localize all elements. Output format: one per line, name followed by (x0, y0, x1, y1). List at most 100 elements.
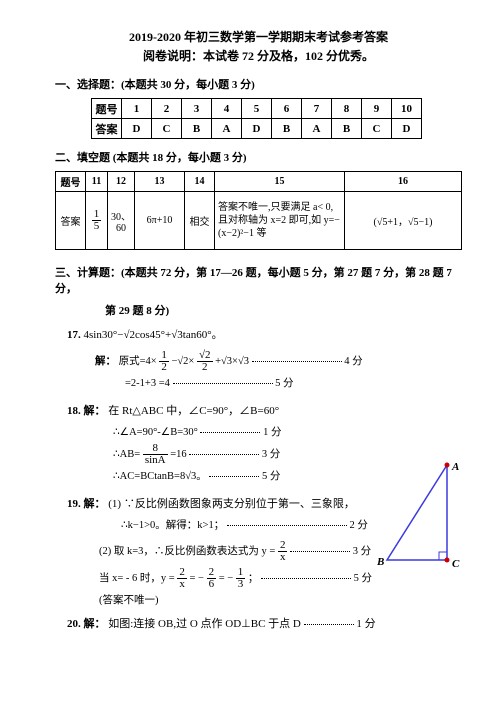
section-2: 二、填空题 (本题共 18 分，每小题 3 分) (55, 149, 462, 165)
q19-num: 19. (67, 498, 81, 510)
t2-num: 15 (215, 172, 345, 192)
frac-d: 6 (207, 579, 217, 590)
t1-ans: D (392, 119, 422, 139)
title-line1: 2019-2020 年初三数学第一学期期末考试参考答案 (55, 28, 462, 47)
frac-d: 2 (159, 362, 169, 373)
q20: 20. 解： 如图:连接 OB,过 O 点作 OD⊥BC 于点 D 1 分 (55, 615, 462, 635)
t2-num: 11 (86, 172, 108, 192)
frac-n: 2 (278, 540, 288, 552)
t1-num: 7 (302, 99, 332, 119)
q17-pts2: 5 分 (275, 378, 293, 389)
section-3b: 第 29 题 8 分) (55, 302, 462, 318)
q19-p1: (1) ∵反比例函数图象两支分别位于第一、三象限， (108, 498, 355, 510)
title-line2: 阅卷说明：本试卷 72 分及格，102 分优秀。 (55, 47, 462, 66)
t2-ans-label: 答案 (56, 192, 86, 250)
frac-d: x (177, 579, 187, 590)
t1-ans: B (332, 119, 362, 139)
q19-pts1: 2 分 (349, 520, 367, 531)
q18-l1: 在 Rt△ABC 中，∠C=90°，∠B=60° (108, 405, 279, 417)
q18-pts4: 5 分 (262, 471, 280, 482)
t2-head-label: 题号 (56, 172, 86, 192)
q17-sol2: =2-1+3 =4 5 分 (55, 373, 462, 394)
section-1: 一、选择题：(本题共 30 分，每小题 3 分) (55, 76, 462, 92)
q18-l4: ∴AC=BCtanB=8√3。 (113, 471, 207, 482)
q17-sol1: 解： 原式=4× 12 −√2× √22 +√3×√3 4 分 (55, 350, 462, 373)
q19-p3b: ； (248, 573, 259, 584)
frac-d: 5 (92, 221, 102, 232)
frac-d: sinA (143, 455, 168, 466)
frac-d: 2 (197, 362, 213, 373)
t1-num: 8 (332, 99, 362, 119)
frac-n: 1 (236, 567, 246, 579)
eq: = − (219, 573, 233, 584)
q19-p2a: (2) 取 k=3，∴反比例函数表达式为 y = (99, 546, 278, 557)
t1-num: 9 (362, 99, 392, 119)
frac-n: 8 (152, 442, 158, 454)
t1-ans: C (362, 119, 392, 139)
t2-c13: 6π+10 (135, 192, 185, 250)
frac-n: 2 (177, 567, 187, 579)
q20-num: 20. (67, 618, 81, 630)
q18-pts2: 1 分 (263, 427, 281, 438)
q19-p3-row: 当 x= - 6 时，y = 2x = − 26 = − 13 ； 5 分 (55, 567, 462, 590)
t1-ans: D (242, 119, 272, 139)
sol-label: 解： (84, 405, 106, 417)
frac-d: 3 (236, 579, 246, 590)
t1-ans: C (152, 119, 182, 139)
triangle-figure: A B C (377, 460, 462, 570)
t1-ans: A (212, 119, 242, 139)
frac-n: 2 (207, 567, 217, 579)
q18: 18. 解： 在 Rt△ABC 中，∠C=90°，∠B=60° (55, 402, 462, 422)
t1-ans-label: 答案 (92, 119, 122, 139)
t2-num: 16 (345, 172, 462, 192)
q18-l3a: ∴AB= (113, 449, 140, 460)
t1-num: 1 (122, 99, 152, 119)
section-3: 三、计算题：(本题共 72 分，第 17—26 题，每小题 5 分，第 27 题… (55, 264, 462, 296)
t1-ans: B (182, 119, 212, 139)
t1-num: 5 (242, 99, 272, 119)
table-fill: 题号 11 12 13 14 15 16 答案 15 30、60 6π+10 相… (55, 171, 462, 250)
q18-l2-row: ∴∠A=90°-∠B=30° 1 分 (55, 422, 462, 443)
table-choice: 题号 1 2 3 4 5 6 7 8 9 10 答案 D C B A D B A… (91, 98, 422, 139)
q18-l3b: =16 (170, 449, 186, 460)
t2-c12: 30、60 (108, 192, 135, 250)
t1-num: 6 (272, 99, 302, 119)
sol-label: 解： (84, 618, 106, 630)
t2-num: 12 (108, 172, 135, 192)
q17-l1b: −√2× (171, 356, 194, 367)
t1-num: 4 (212, 99, 242, 119)
q18-l2: ∴∠A=90°-∠B=30° (113, 427, 198, 438)
q20-pts: 1 分 (356, 618, 375, 630)
q17-expr: 4sin30°−√2cos45°+√3tan60°。 (84, 329, 223, 341)
q18-num: 18. (67, 405, 81, 417)
t2-num: 14 (185, 172, 215, 192)
q19-p1b: ∴k−1>0。解得：k>1； (121, 520, 224, 531)
sol-label: 解： (84, 498, 106, 510)
frac-d: x (278, 552, 288, 563)
label-C: C (452, 558, 460, 570)
t2-c15: 答案不唯一,只要满足 a< 0,且对称轴为 x=2 即可,如 y=−(x−2)²… (215, 192, 345, 250)
q18-pts3: 3 分 (262, 449, 280, 460)
q17-pts1: 4 分 (344, 356, 362, 367)
t1-num: 3 (182, 99, 212, 119)
q19-pts2: 3 分 (353, 546, 371, 557)
t2-num: 13 (135, 172, 185, 192)
q17-l2: =2-1+3 =4 (125, 378, 170, 389)
label-A: A (451, 461, 459, 473)
q17-l1a: 原式=4× (119, 356, 157, 367)
q17-l1c: +√3×√3 (215, 356, 249, 367)
label-B: B (377, 556, 384, 568)
t1-ans: B (272, 119, 302, 139)
t1-ans: A (302, 119, 332, 139)
t2-c16: (√5+1，√5−1) (345, 192, 462, 250)
q17: 17. 4sin30°−√2cos45°+√3tan60°。 (55, 326, 462, 346)
t2-c14: 相交 (185, 192, 215, 250)
q17-num: 17. (67, 329, 81, 341)
eq: = − (189, 573, 203, 584)
t1-ans: D (122, 119, 152, 139)
q19-pts3: 5 分 (354, 573, 372, 584)
q20-text: 如图:连接 OB,过 O 点作 OD⊥BC 于点 D (108, 618, 301, 630)
t1-num: 2 (152, 99, 182, 119)
sol-label: 解： (95, 356, 116, 367)
t2-c11: 15 (86, 192, 108, 250)
